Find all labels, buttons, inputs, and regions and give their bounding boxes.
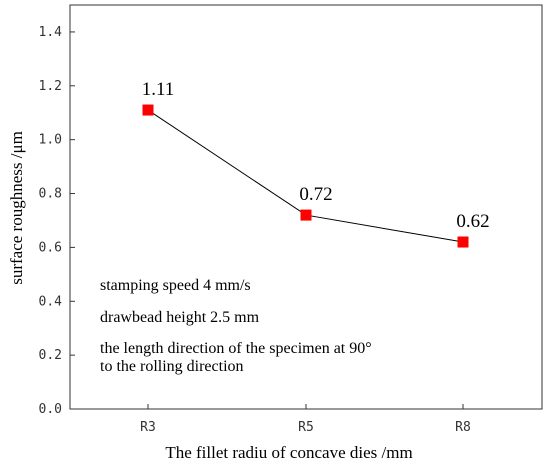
x-axis-title: The fillet radiu of concave dies /mm [165, 443, 412, 462]
y-tick-label: 0.8 [39, 187, 62, 202]
annotation-stamping-speed: stamping speed 4 mm/s [100, 277, 251, 294]
data-point [457, 236, 469, 248]
data-label: 0.62 [456, 211, 489, 232]
y-tick-label: 1.0 [39, 133, 62, 148]
data-point [300, 209, 312, 221]
annotation-specimen-direction: the length direction of the specimen at … [100, 340, 372, 357]
y-axis-title: surface roughness /μm [7, 131, 26, 285]
series-group [142, 104, 469, 248]
data-point [142, 104, 154, 116]
data-labels: 1.11 0.72 0.62 [142, 79, 490, 232]
data-label: 1.11 [142, 79, 175, 100]
x-axis: R3 R5 R8 [140, 404, 471, 435]
y-axis: 0.0 0.2 0.4 0.6 0.8 1.0 1.2 1.4 [39, 25, 75, 417]
x-tick-label: R5 [298, 420, 314, 435]
y-tick-label: 0.6 [39, 240, 62, 255]
y-tick-label: 1.2 [39, 79, 62, 94]
annotation-drawbead-height: drawbead height 2.5 mm [100, 309, 260, 326]
x-tick-label: R8 [455, 420, 471, 435]
y-tick-label: 0.4 [39, 294, 63, 309]
annotation-rolling-direction: to the rolling direction [100, 358, 244, 375]
series-line [147, 109, 464, 243]
y-tick-label: 0.0 [39, 402, 62, 417]
y-tick-label: 1.4 [39, 25, 63, 40]
x-tick-label: R3 [140, 420, 156, 435]
y-tick-label: 0.2 [39, 348, 62, 363]
data-label: 0.72 [299, 184, 332, 205]
